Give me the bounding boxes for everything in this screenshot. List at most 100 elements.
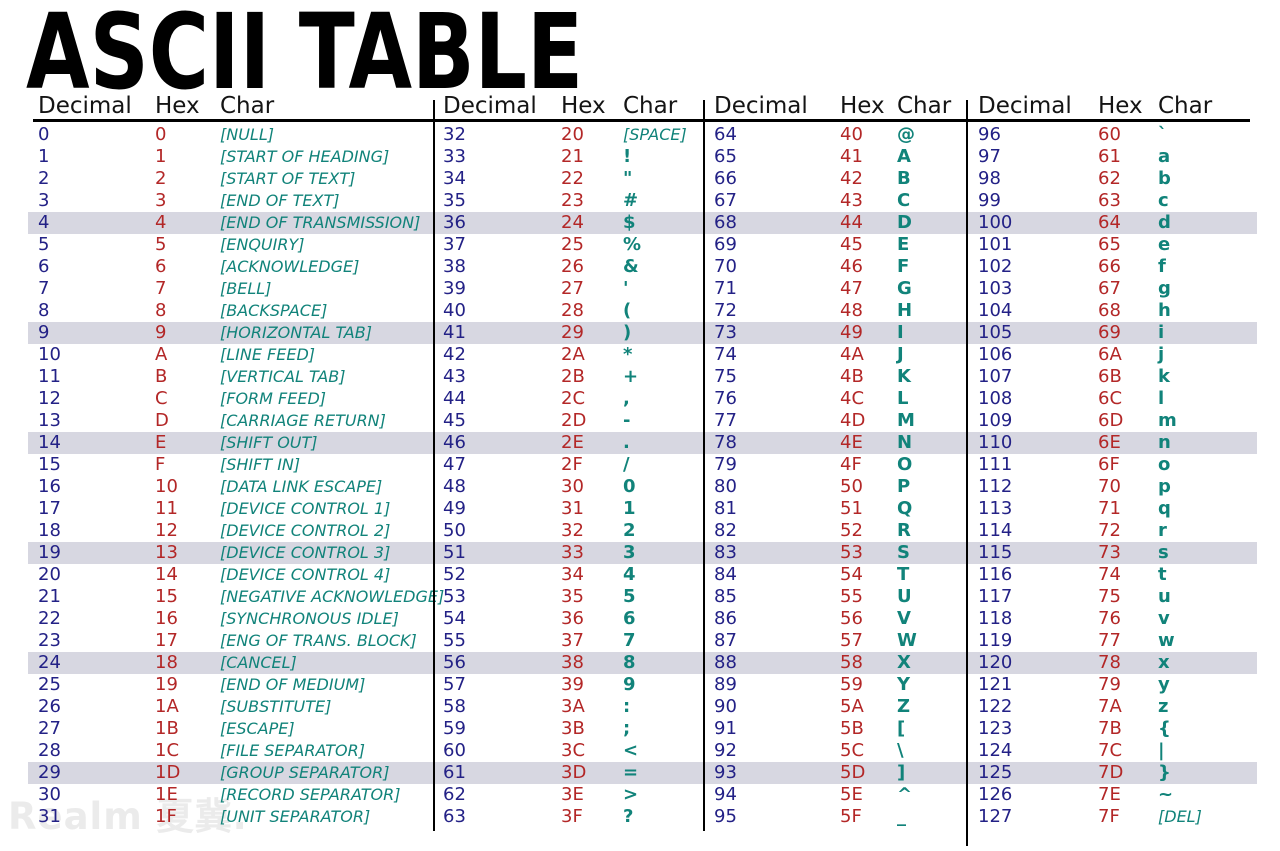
decimal-cell: 55 [443, 630, 466, 651]
column-header-decimal: Decimal [978, 93, 1072, 119]
decimal-cell: 18 [38, 520, 61, 541]
table-row: 94 5E ^ [707, 784, 964, 806]
hex-cell: 35 [561, 586, 584, 607]
hex-cell: 10 [155, 476, 178, 497]
hex-cell: 7C [1098, 740, 1123, 761]
char-cell: & [623, 256, 639, 277]
hex-cell: 3C [561, 740, 586, 761]
column-rows: 96 60 ` 97 61 a 98 62 b 99 63 c 100 64 d 101 65 e 102 66 f 10… [971, 124, 1280, 828]
hex-cell: 1A [155, 696, 179, 717]
table-row: 41 29) [437, 322, 701, 344]
decimal-cell: 12 [38, 388, 61, 409]
char-cell: ; [623, 718, 631, 739]
table-row: 35 23 # [437, 190, 701, 212]
hex-cell: 65 [1098, 234, 1121, 255]
char-cell: ) [623, 322, 632, 343]
table-row: 31 1F [UNIT SEPARATOR] [33, 806, 431, 828]
decimal-cell: 87 [714, 630, 737, 651]
hex-cell: 6A [1098, 344, 1122, 365]
hex-cell: 2E [561, 432, 584, 453]
hex-cell: D [155, 410, 169, 431]
decimal-cell: 5 [38, 234, 50, 255]
decimal-cell: 88 [714, 652, 737, 673]
decimal-cell: 44 [443, 388, 466, 409]
header-underline [33, 119, 1250, 122]
decimal-cell: 49 [443, 498, 466, 519]
char-cell: 8 [623, 652, 636, 673]
hex-cell: 1D [155, 762, 181, 783]
column-header-decimal: Decimal [443, 93, 537, 119]
table-row: 2 2 [START OF TEXT] [33, 168, 431, 190]
decimal-cell: 42 [443, 344, 466, 365]
hex-cell: 3 [155, 190, 167, 211]
hex-cell: 30 [561, 476, 584, 497]
table-row: 11 B [VERTICAL TAB] [33, 366, 431, 388]
char-cell: [GROUP SEPARATOR] [220, 763, 390, 782]
char-cell: o [1158, 454, 1171, 475]
char-cell: . [623, 432, 630, 453]
char-cell: [ENG OF TRANS. BLOCK] [220, 631, 417, 650]
char-cell: g [1158, 278, 1171, 299]
hex-cell: C [155, 388, 168, 409]
column-header-char: Char [623, 93, 678, 119]
decimal-cell: 112 [978, 476, 1013, 497]
decimal-cell: 22 [38, 608, 61, 629]
char-cell: [NEGATIVE ACKNOWLEDGE] [220, 587, 445, 606]
hex-cell: 59 [840, 674, 863, 695]
char-cell: p [1158, 476, 1171, 497]
table-row: 28 1C [FILE SEPARATOR] [33, 740, 431, 762]
table-row: 107 6B k [971, 366, 1280, 388]
decimal-cell: 0 [38, 124, 50, 145]
decimal-cell: 56 [443, 652, 466, 673]
char-cell: ' [623, 278, 629, 299]
decimal-cell: 107 [978, 366, 1013, 387]
ascii-column-96-127: Decimal Hex Char 96 60 ` 97 61 a 98 62 b 99 63 c 100 64… [971, 92, 1280, 827]
decimal-cell: 75 [714, 366, 737, 387]
decimal-cell: 36 [443, 212, 466, 233]
char-cell: I [897, 322, 904, 343]
char-cell: H [897, 300, 913, 321]
char-cell: [DEVICE CONTROL 2] [220, 521, 391, 540]
column-header-char: Char [1158, 93, 1213, 119]
hex-cell: 43 [840, 190, 863, 211]
hex-cell: 7 [155, 278, 167, 299]
decimal-cell: 4 [38, 212, 50, 233]
decimal-cell: 13 [38, 410, 61, 431]
char-cell: T [897, 564, 910, 585]
hex-cell: 1F [155, 806, 177, 827]
hex-cell: 2 [155, 168, 167, 189]
hex-cell: 71 [1098, 498, 1121, 519]
decimal-cell: 3 [38, 190, 50, 211]
table-row: 48 30 0 [437, 476, 701, 498]
hex-cell: 14 [155, 564, 178, 585]
table-row: 64 40 @ [707, 124, 964, 146]
hex-cell: 40 [840, 124, 863, 145]
table-row: 127 7F [DEL] [971, 806, 1280, 828]
table-row: 26 1A [SUBSTITUTE] [33, 696, 431, 718]
char-cell: [SHIFT IN] [220, 455, 301, 474]
decimal-cell: 52 [443, 564, 466, 585]
table-row: 118 76 v [971, 608, 1280, 630]
table-row: 63 3F? [437, 806, 701, 828]
table-row: 18 12 [DEVICE CONTROL 2] [33, 520, 431, 542]
char-cell: * [623, 344, 633, 365]
decimal-cell: 17 [38, 498, 61, 519]
hex-cell: 23 [561, 190, 584, 211]
decimal-cell: 81 [714, 498, 737, 519]
table-row: 76 4C L [707, 388, 964, 410]
table-row: 78 4E N [707, 432, 964, 454]
table-row: 12 C [FORM FEED] [33, 388, 431, 410]
table-row: 30 1E [RECORD SEPARATOR] [33, 784, 431, 806]
column-header-char: Char [897, 93, 952, 119]
char-cell: i [1158, 322, 1165, 343]
table-row: 105 69 i [971, 322, 1280, 344]
hex-cell: 26 [561, 256, 584, 277]
hex-cell: 6E [1098, 432, 1121, 453]
hex-cell: 39 [561, 674, 584, 695]
table-row: 36 24 $ [437, 212, 701, 234]
hex-cell: F [155, 454, 166, 475]
char-cell: 1 [623, 498, 636, 519]
hex-cell: 49 [840, 322, 863, 343]
decimal-cell: 100 [978, 212, 1013, 233]
